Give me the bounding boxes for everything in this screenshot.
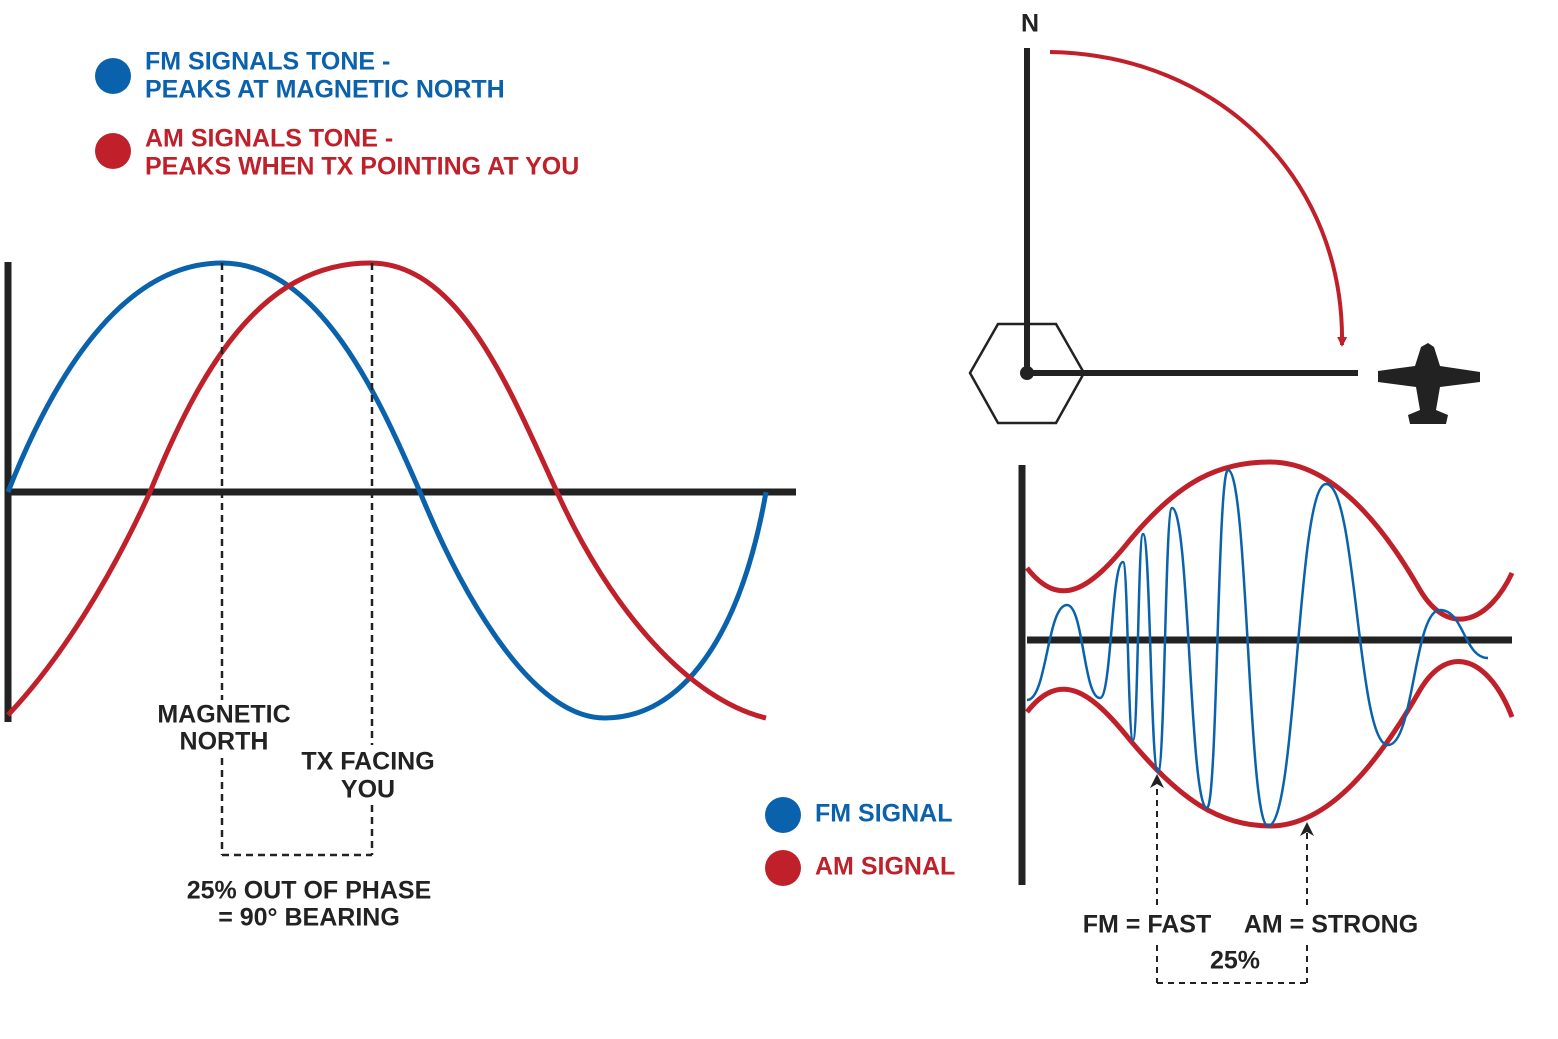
label: FM = FAST: [1083, 911, 1211, 939]
label: AM = STRONG: [1244, 911, 1418, 939]
am-envelope: [1025, 459, 1515, 622]
legend-text: AM SIGNAL: [815, 853, 955, 881]
airplane: [1378, 343, 1480, 424]
label: 25%: [1210, 947, 1260, 975]
rotation-arrow: [1049, 50, 1348, 347]
am-legend-dot: [95, 133, 131, 169]
dashed-guides: [1150, 774, 1314, 984]
north-label: N: [1021, 10, 1039, 38]
label: MAGNETIC: [157, 701, 290, 729]
label: TX FACING: [301, 748, 434, 776]
bearing-diagram: N: [968, 10, 1480, 425]
fm-wave: [1026, 468, 1489, 828]
fm-wave: [5, 260, 769, 721]
modulation-chart: FM = FAST AM = STRONG 25%: [1018, 459, 1515, 984]
label: NORTH: [180, 728, 269, 756]
am-wave: [6, 260, 767, 721]
legend-text: PEAKS WHEN TX POINTING AT YOU: [145, 153, 579, 181]
dashed-guides: [220, 263, 374, 857]
label: YOU: [341, 776, 395, 804]
am-legend-dot: [765, 850, 801, 886]
am-envelope: [1025, 659, 1515, 829]
caption: 25% OUT OF PHASE: [187, 877, 432, 905]
legend-text: FM SIGNAL: [815, 800, 953, 828]
legend-text: FM SIGNALS TONE -: [145, 48, 390, 76]
legend-text: AM SIGNALS TONE -: [145, 125, 393, 153]
phase-chart: MAGNETIC NORTH TX FACING YOU 25% OUT OF …: [4, 260, 796, 932]
fm-legend-dot: [95, 58, 131, 94]
fm-legend-dot: [765, 797, 801, 833]
center-dot: [1020, 366, 1034, 380]
legend-text: PEAKS AT MAGNETIC NORTH: [145, 76, 505, 104]
caption: = 90° BEARING: [218, 904, 400, 932]
